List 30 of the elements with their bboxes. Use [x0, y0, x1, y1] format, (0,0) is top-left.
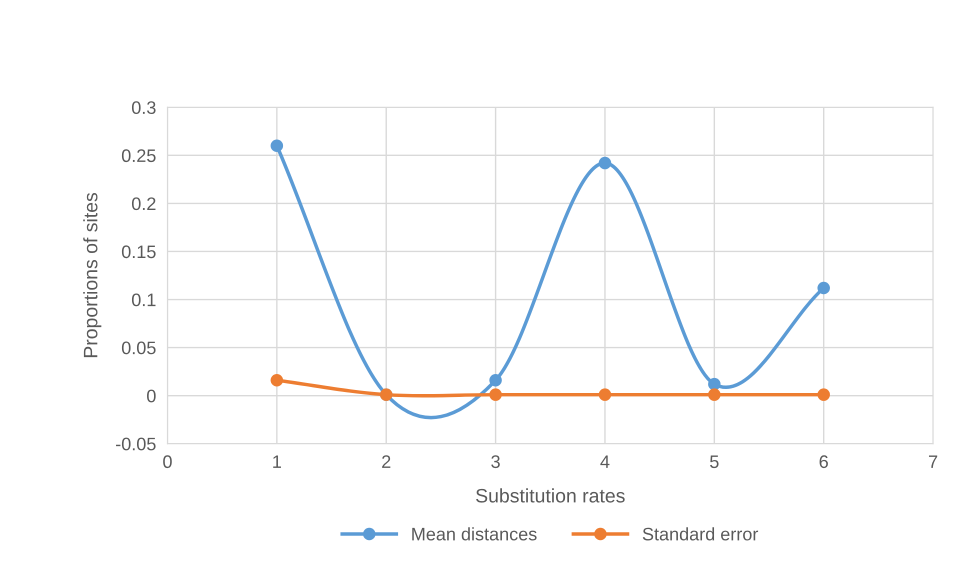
- point: [708, 388, 721, 401]
- y-tick-label: 0.1: [132, 293, 156, 306]
- x-tick-label: 2: [382, 455, 390, 468]
- point: [598, 388, 612, 401]
- x-tick-label: 3: [491, 455, 500, 468]
- y-axis-title: Proportions of sites: [83, 192, 102, 358]
- x-axis-title: Substitution rates: [476, 488, 625, 503]
- x-tick-label: 0: [163, 455, 172, 468]
- y-tick-label: 0.25: [122, 149, 156, 162]
- x-tick-label: 7: [928, 455, 938, 468]
- x-tick-label: 6: [820, 455, 828, 468]
- point: [270, 374, 284, 387]
- y-tick-label: 0.3: [132, 101, 156, 114]
- point: [489, 374, 502, 387]
- y-tick-label: 0.05: [122, 342, 156, 354]
- x-tick-label: 5: [710, 455, 719, 468]
- y-tick-label: -0.05: [116, 438, 156, 450]
- x-tick-label: 1: [273, 455, 281, 468]
- legend-label: Mean distances: [412, 527, 537, 540]
- x-tick-label: 4: [600, 455, 610, 468]
- point: [817, 388, 830, 401]
- point: [708, 378, 721, 390]
- legend-label: Standard error: [642, 527, 758, 540]
- point: [270, 139, 284, 152]
- y-tick-label: 0.15: [122, 245, 156, 258]
- y-tick-label: 0: [147, 390, 156, 402]
- point: [489, 388, 502, 401]
- y-tick-label: 0.2: [132, 197, 156, 210]
- point: [817, 282, 830, 294]
- point: [598, 156, 612, 170]
